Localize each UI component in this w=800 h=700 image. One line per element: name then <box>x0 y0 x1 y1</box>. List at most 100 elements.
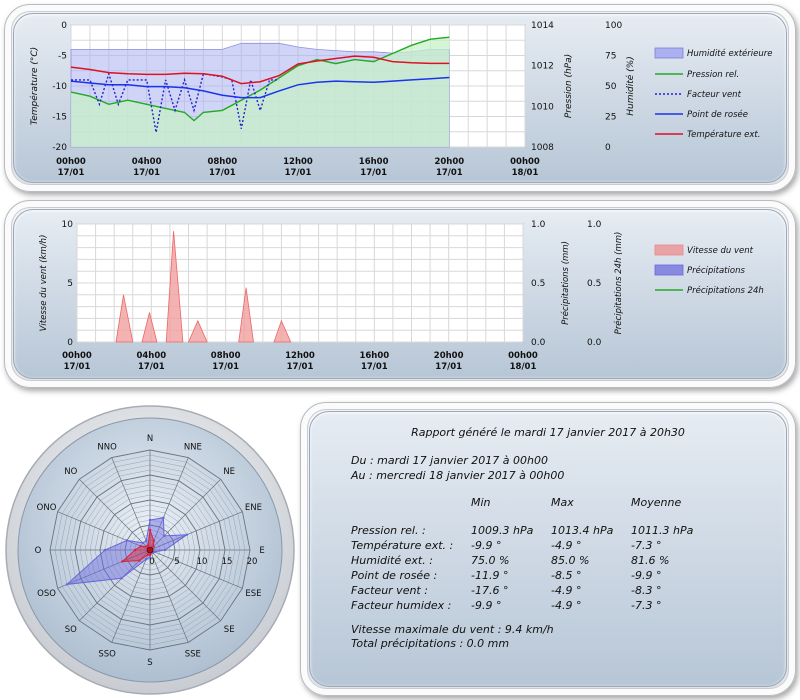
wind-x-tick-date: 17/01 <box>64 362 91 372</box>
report-row-max: -8.5 ° <box>551 569 582 582</box>
wind-y-tick-label: 5 <box>67 279 73 289</box>
legend-label: Température ext. <box>687 129 760 140</box>
wind-rose-direction-label: SE <box>224 625 235 635</box>
legend-label: Précipitations <box>687 265 745 276</box>
wind-y-tick-label: 0 <box>67 338 73 348</box>
report-row-max: -4.9 ° <box>551 584 582 597</box>
report-to: Au : mercredi 18 janvier 2017 à 00h00 <box>351 469 565 482</box>
wind-rose-point <box>146 553 150 556</box>
report-header-max: Max <box>551 496 574 509</box>
wind-speed-peak <box>273 319 292 343</box>
wind-rose-ring-label: 10 <box>197 557 208 567</box>
temperature-x-tick-label: 08h00 <box>207 157 237 167</box>
wind-x-tick-label: 08h00 <box>211 351 241 361</box>
wind-rose-point <box>152 545 155 548</box>
humidity-y-tick-label: 75 <box>605 52 616 62</box>
temperature-x-tick-label: 12h00 <box>283 157 313 167</box>
wind-rose-spoke <box>149 511 243 551</box>
wind-rose-grid <box>49 449 251 651</box>
wind-rose-chart: N NNE NE ENE E ESE SE SSE S SSO SO OSO O ONO NO NNO 0 5 10… <box>5 405 295 695</box>
report-row-avg: 1011.3 hPa <box>631 524 694 537</box>
temperature-x-tick-date: 18/01 <box>512 168 539 178</box>
wind-rose-point <box>152 539 156 542</box>
report-content: Rapport généré le mardi 17 janvier 2017 … <box>301 403 795 695</box>
wind-rose-spoke <box>57 511 151 551</box>
temperature-x-tick-date: 17/01 <box>360 168 387 178</box>
wind-chart-grid <box>76 223 524 343</box>
wind-rose-point <box>144 539 148 542</box>
windchill-line <box>71 71 280 133</box>
wind-x-tick-label: 20h00 <box>434 351 464 361</box>
report-row-label: Humidité ext. : <box>351 554 433 567</box>
report-row-min: -17.6 ° <box>471 584 509 597</box>
report-row-label: Point de rosée : <box>351 569 438 582</box>
wind-x-tick-date: 17/01 <box>361 362 388 372</box>
wind-y-axis-label: Vitesse du vent (km/h) <box>39 235 49 332</box>
wind-x-tick-date: 18/01 <box>510 362 537 372</box>
report-row-max: -4.9 ° <box>551 599 582 612</box>
temperature-x-tick-date: 17/01 <box>436 168 463 178</box>
wind-y-tick-label: 10 <box>62 220 74 230</box>
wind-rose-spoke <box>149 479 221 551</box>
temperature-chart-axes: -20 -15 -10 -5 0 1008 1010 1012 1014 0 25 50 75 100 00… <box>29 21 636 178</box>
wind-chart-panel: 0 5 10 0.0 0.5 1.0 0.0 0.5 1.0 00h00 17/01 04h00 17/… <box>4 200 796 388</box>
wind-speed-peak <box>238 287 254 343</box>
wind-rose-point <box>153 550 156 554</box>
report-row-min: -9.9 ° <box>471 599 502 612</box>
temperature-x-tick-label: 00h00 <box>56 157 86 167</box>
wind-rose-spoke <box>149 549 189 643</box>
wind-rose-point <box>162 516 165 519</box>
wind-rose-point <box>120 577 123 580</box>
wind-rose-direction-label: NNO <box>97 443 117 453</box>
wind-rose-direction-label: E <box>259 546 264 556</box>
report-row-label: Pression rel. : <box>351 524 426 537</box>
temperature-y-tick-label: -10 <box>52 82 67 92</box>
wind-x-tick-label: 16h00 <box>359 351 389 361</box>
wind-rose-spoke <box>79 549 151 621</box>
report-row-label: Température ext. : <box>351 539 454 552</box>
report-header-min: Min <box>471 496 491 509</box>
wind-rose-ring-label: 0 <box>149 557 154 567</box>
legend-label: Pression rel. <box>687 70 739 80</box>
wind-x-tick-label: 00h00 <box>508 351 538 361</box>
precip-y-axis-label: Précipitations (mm) <box>560 241 571 325</box>
humidity-y-tick-label: 50 <box>605 82 617 92</box>
report-frame <box>309 411 787 687</box>
wind-rose-point <box>148 528 152 532</box>
legend-label: Humidité extérieure <box>687 48 772 59</box>
report-row-min: -9.9 ° <box>471 539 502 552</box>
temperature-x-tick-date: 17/01 <box>58 168 85 178</box>
report-row-avg: -7.3 ° <box>631 599 662 612</box>
temperature-x-tick-label: 20h00 <box>434 157 464 167</box>
wind-rose-spoke <box>149 457 189 551</box>
legend-swatch <box>654 244 684 256</box>
temperature-x-tick-label: 04h00 <box>132 157 162 167</box>
wind-speed-peak <box>165 231 184 343</box>
pressure-y-tick-label: 1008 <box>531 143 554 153</box>
temperature-x-tick-date: 17/01 <box>209 168 236 178</box>
wind-rose-point <box>148 518 152 522</box>
wind-rose-direction-label: ESE <box>245 589 261 599</box>
report-max-wind: Vitesse maximale du vent : 9.4 km/h <box>351 623 554 636</box>
temperature-y-tick-label: 0 <box>61 21 67 31</box>
wind-rose-point <box>121 560 124 563</box>
wind-rose-direction-label: NNE <box>184 443 202 453</box>
report-total-precip: Total précipitations : 0.0 mm <box>351 637 510 650</box>
wind-rose-direction-label: S <box>147 658 152 668</box>
wind-rose-direction-label: NE <box>223 467 235 477</box>
pressure-y-tick-label: 1010 <box>531 102 554 112</box>
report-header-avg: Moyenne <box>631 496 682 509</box>
wind-x-tick-date: 17/01 <box>287 362 314 372</box>
wind-rose-spoke <box>111 549 151 643</box>
wind-rose-point <box>138 559 141 562</box>
wind-rose-direction-label: N <box>147 434 153 444</box>
wind-rose-point <box>146 544 150 547</box>
wind-rose-spoke <box>79 479 151 551</box>
report-panel: Rapport généré le mardi 17 janvier 2017 … <box>300 402 796 696</box>
wind-x-tick-date: 17/01 <box>138 362 165 372</box>
precip-y-tick-label: 1.0 <box>531 220 546 230</box>
temperature-x-tick-date: 17/01 <box>285 168 312 178</box>
temperature-chart-legend: Humidité extérieure Pression rel. Facteur … <box>654 47 772 140</box>
report-row-avg: -9.9 ° <box>631 569 662 582</box>
temperature-x-tick-date: 17/01 <box>133 168 160 178</box>
